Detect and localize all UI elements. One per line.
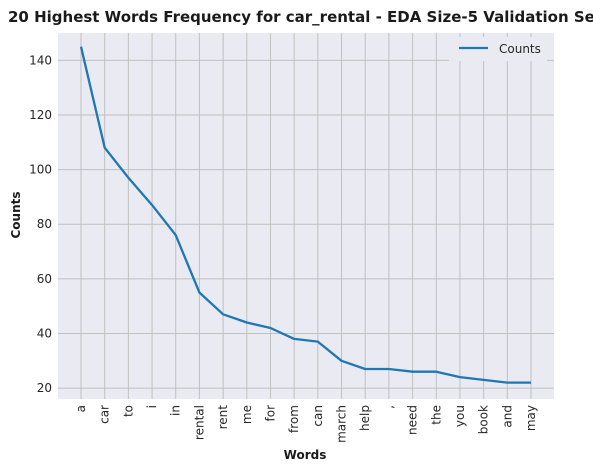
x-tick-label: for <box>263 405 277 422</box>
x-tick-label: from <box>287 405 301 433</box>
series-line <box>79 46 531 384</box>
x-tick-label: i <box>145 405 159 408</box>
x-axis-ticks: a car to i in rental rent me for from can march help… <box>74 405 538 443</box>
y-tick-label: 120 <box>29 108 52 122</box>
plot-area <box>58 33 554 399</box>
x-tick-label: march <box>335 405 349 443</box>
x-tick-label: help <box>358 405 372 431</box>
x-tick-label: need <box>406 405 420 435</box>
x-tick-label: book <box>477 405 491 434</box>
series-layer <box>79 46 532 384</box>
x-tick-label: , <box>382 405 396 409</box>
chart-title: 20 Highest Words Frequency for car_renta… <box>8 8 593 26</box>
x-tick-label: can <box>311 405 325 427</box>
legend-label: Counts <box>499 42 541 56</box>
y-tick-label: 60 <box>37 272 52 286</box>
x-tick-label: rent <box>216 405 230 430</box>
grid <box>58 33 554 399</box>
x-tick-label: rental <box>192 405 206 440</box>
y-tick-label: 20 <box>37 381 52 395</box>
x-tick-label: in <box>169 405 183 416</box>
y-axis-label: Counts <box>9 191 23 238</box>
x-tick-label: and <box>500 405 514 428</box>
y-tick-label: 40 <box>37 326 52 340</box>
y-tick-label: 100 <box>29 163 52 177</box>
x-tick-label: a <box>74 405 88 412</box>
y-tick-label: 80 <box>37 217 52 231</box>
x-tick-label: the <box>429 405 443 425</box>
legend: Counts <box>449 37 547 61</box>
x-tick-label: may <box>524 405 538 431</box>
x-axis-label: Words <box>284 448 327 462</box>
x-tick-label: to <box>121 405 135 417</box>
y-tick-label: 140 <box>29 53 52 67</box>
x-tick-label: me <box>240 405 254 424</box>
x-tick-label: you <box>453 405 467 427</box>
y-axis-ticks: 20 40 60 80 100 120 140 <box>29 53 52 395</box>
x-tick-label: car <box>98 405 112 424</box>
